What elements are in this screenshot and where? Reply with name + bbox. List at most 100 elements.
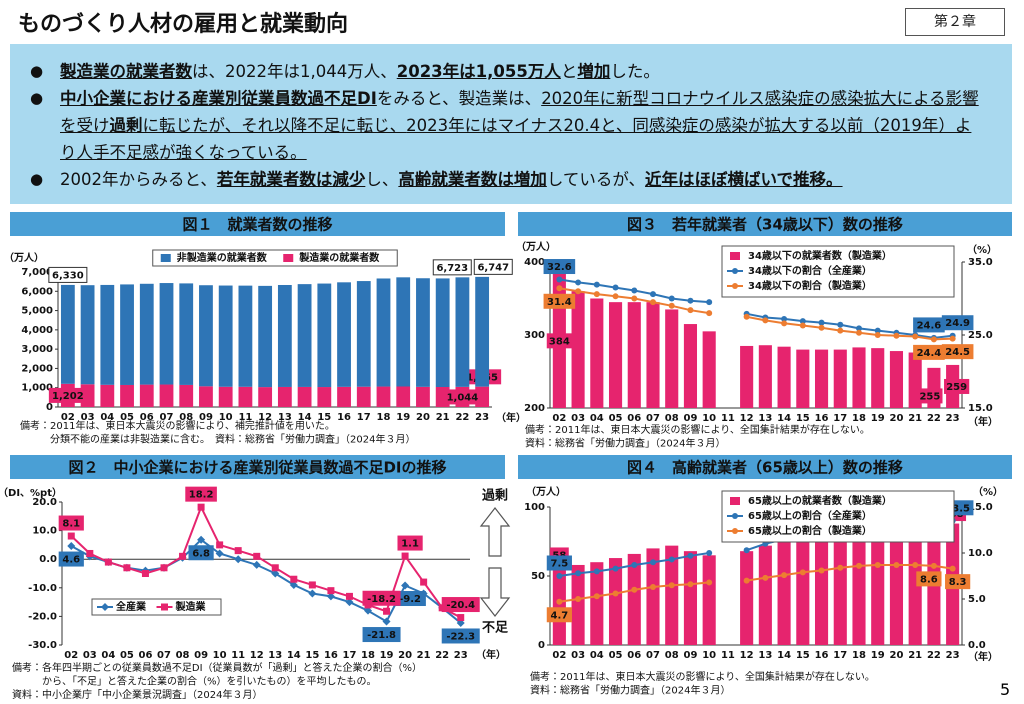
marker	[612, 565, 619, 572]
x-tick-label: 13	[758, 413, 772, 424]
marker	[687, 307, 694, 314]
x-tick-label: 04	[101, 650, 115, 661]
y-tick-label: 10.0	[32, 526, 57, 537]
bar	[571, 564, 585, 645]
line	[70, 504, 462, 619]
marker	[687, 297, 694, 304]
label-box	[913, 317, 945, 333]
marker	[382, 617, 391, 626]
marker	[818, 567, 825, 574]
x-tick-label: 14	[298, 412, 312, 423]
bar-segment	[376, 278, 391, 387]
marker	[612, 284, 619, 291]
marker	[593, 568, 600, 575]
x-tick-label: 06	[627, 650, 641, 661]
marker	[345, 598, 354, 607]
marker	[743, 313, 750, 320]
y-tick-label: 200	[524, 403, 545, 414]
summary-text: し、	[365, 170, 399, 189]
bar	[608, 558, 623, 645]
x-tick-label: 23	[454, 650, 468, 661]
data-label: 24.4	[917, 348, 942, 359]
legend-label: 全産業	[116, 600, 147, 613]
bar-segment	[356, 281, 371, 387]
bar	[814, 527, 829, 645]
marker	[856, 562, 862, 569]
figure-title: 図２ 中小企業における産業別従業員数過不足DIの推移	[68, 459, 446, 477]
marker	[930, 336, 937, 343]
bar-segment	[238, 386, 253, 407]
y-axis-label: （万人）	[526, 485, 566, 498]
x-tick-label: 13	[268, 650, 282, 661]
marker	[197, 503, 205, 511]
y-tick-label: 0	[538, 640, 545, 651]
x-axis-label: （年）	[496, 411, 526, 424]
marker	[874, 327, 881, 334]
summary-text: 2002年からみると、	[60, 170, 217, 189]
x-tick-label: 04	[100, 412, 114, 423]
data-label: -22.3	[446, 631, 475, 642]
marker	[732, 513, 738, 519]
marker	[457, 614, 465, 622]
marker	[668, 302, 675, 309]
marker	[631, 561, 638, 568]
x-tick-label: 17	[342, 650, 356, 661]
x-tick-label: 03	[81, 412, 95, 423]
bar-segment	[218, 285, 233, 387]
bar	[683, 324, 698, 408]
summary-text: は、2022年は1,044万人、	[192, 62, 397, 81]
x-tick-label: 12	[258, 412, 272, 423]
x-tick-label: 11	[721, 650, 735, 661]
marker	[593, 291, 600, 298]
marker	[762, 574, 769, 581]
annotation: 不足	[482, 621, 509, 636]
bar-segment	[337, 282, 351, 387]
x-tick-label: 13	[278, 412, 292, 423]
marker	[401, 552, 409, 560]
bar-segment	[455, 277, 470, 387]
marker	[420, 578, 428, 586]
bar-segment	[396, 386, 411, 407]
marker	[650, 584, 656, 591]
x-tick-label: 09	[199, 412, 213, 423]
summary-text: 近年はほぼ横ばいで推移。	[645, 170, 843, 189]
bar	[796, 531, 810, 645]
x-tick-label: 12	[740, 650, 754, 661]
marker	[612, 293, 619, 300]
x-tick-label: 16	[815, 413, 829, 424]
y-axis-label: （万人）	[4, 251, 44, 264]
label-box	[944, 378, 970, 394]
summary-text: 若年就業者数は減少	[216, 170, 366, 189]
legend-label: 65歳以上の割合（製造業）	[748, 524, 872, 537]
bar-segment	[376, 386, 391, 407]
x-tick-label: 14	[287, 650, 301, 661]
legend-box	[721, 245, 955, 298]
x-tick-label: 09	[683, 650, 697, 661]
x-tick-label: 05	[120, 412, 134, 423]
bar	[702, 331, 716, 408]
note: 資料：総務省「労働力調査」（2024年３月）	[525, 437, 725, 450]
label-box	[917, 388, 943, 404]
x-tick-label: 07	[160, 412, 174, 423]
x-tick-label: 05	[120, 650, 134, 661]
x-tick-label: 05	[609, 413, 623, 424]
legend-label: 非製造業の就業者数	[177, 251, 268, 264]
bar-segment	[199, 386, 213, 407]
marker	[593, 593, 600, 600]
x-tick-label: 18	[361, 650, 375, 661]
bar	[852, 347, 866, 408]
marker	[762, 317, 769, 324]
legend-label: 34歳以下の就業者数（製造業）	[748, 249, 892, 262]
label-box	[941, 315, 974, 331]
marker	[893, 561, 900, 568]
bar-segment	[199, 285, 213, 387]
summary-text: しているが、	[546, 170, 646, 189]
y-tick-label: 2,000	[21, 363, 53, 374]
page-title: ものづくり人材の雇用と就業動向	[18, 12, 349, 37]
note: 分類不能の産業は非製造業に含む。 資料：総務省「労働力調査」（2024年３月）	[20, 433, 415, 446]
label-box	[185, 486, 217, 502]
y-axis-label: （DI、%pt）	[0, 486, 62, 499]
bar	[833, 349, 847, 408]
summary-text: 高齢就業者数は増加	[398, 170, 547, 189]
